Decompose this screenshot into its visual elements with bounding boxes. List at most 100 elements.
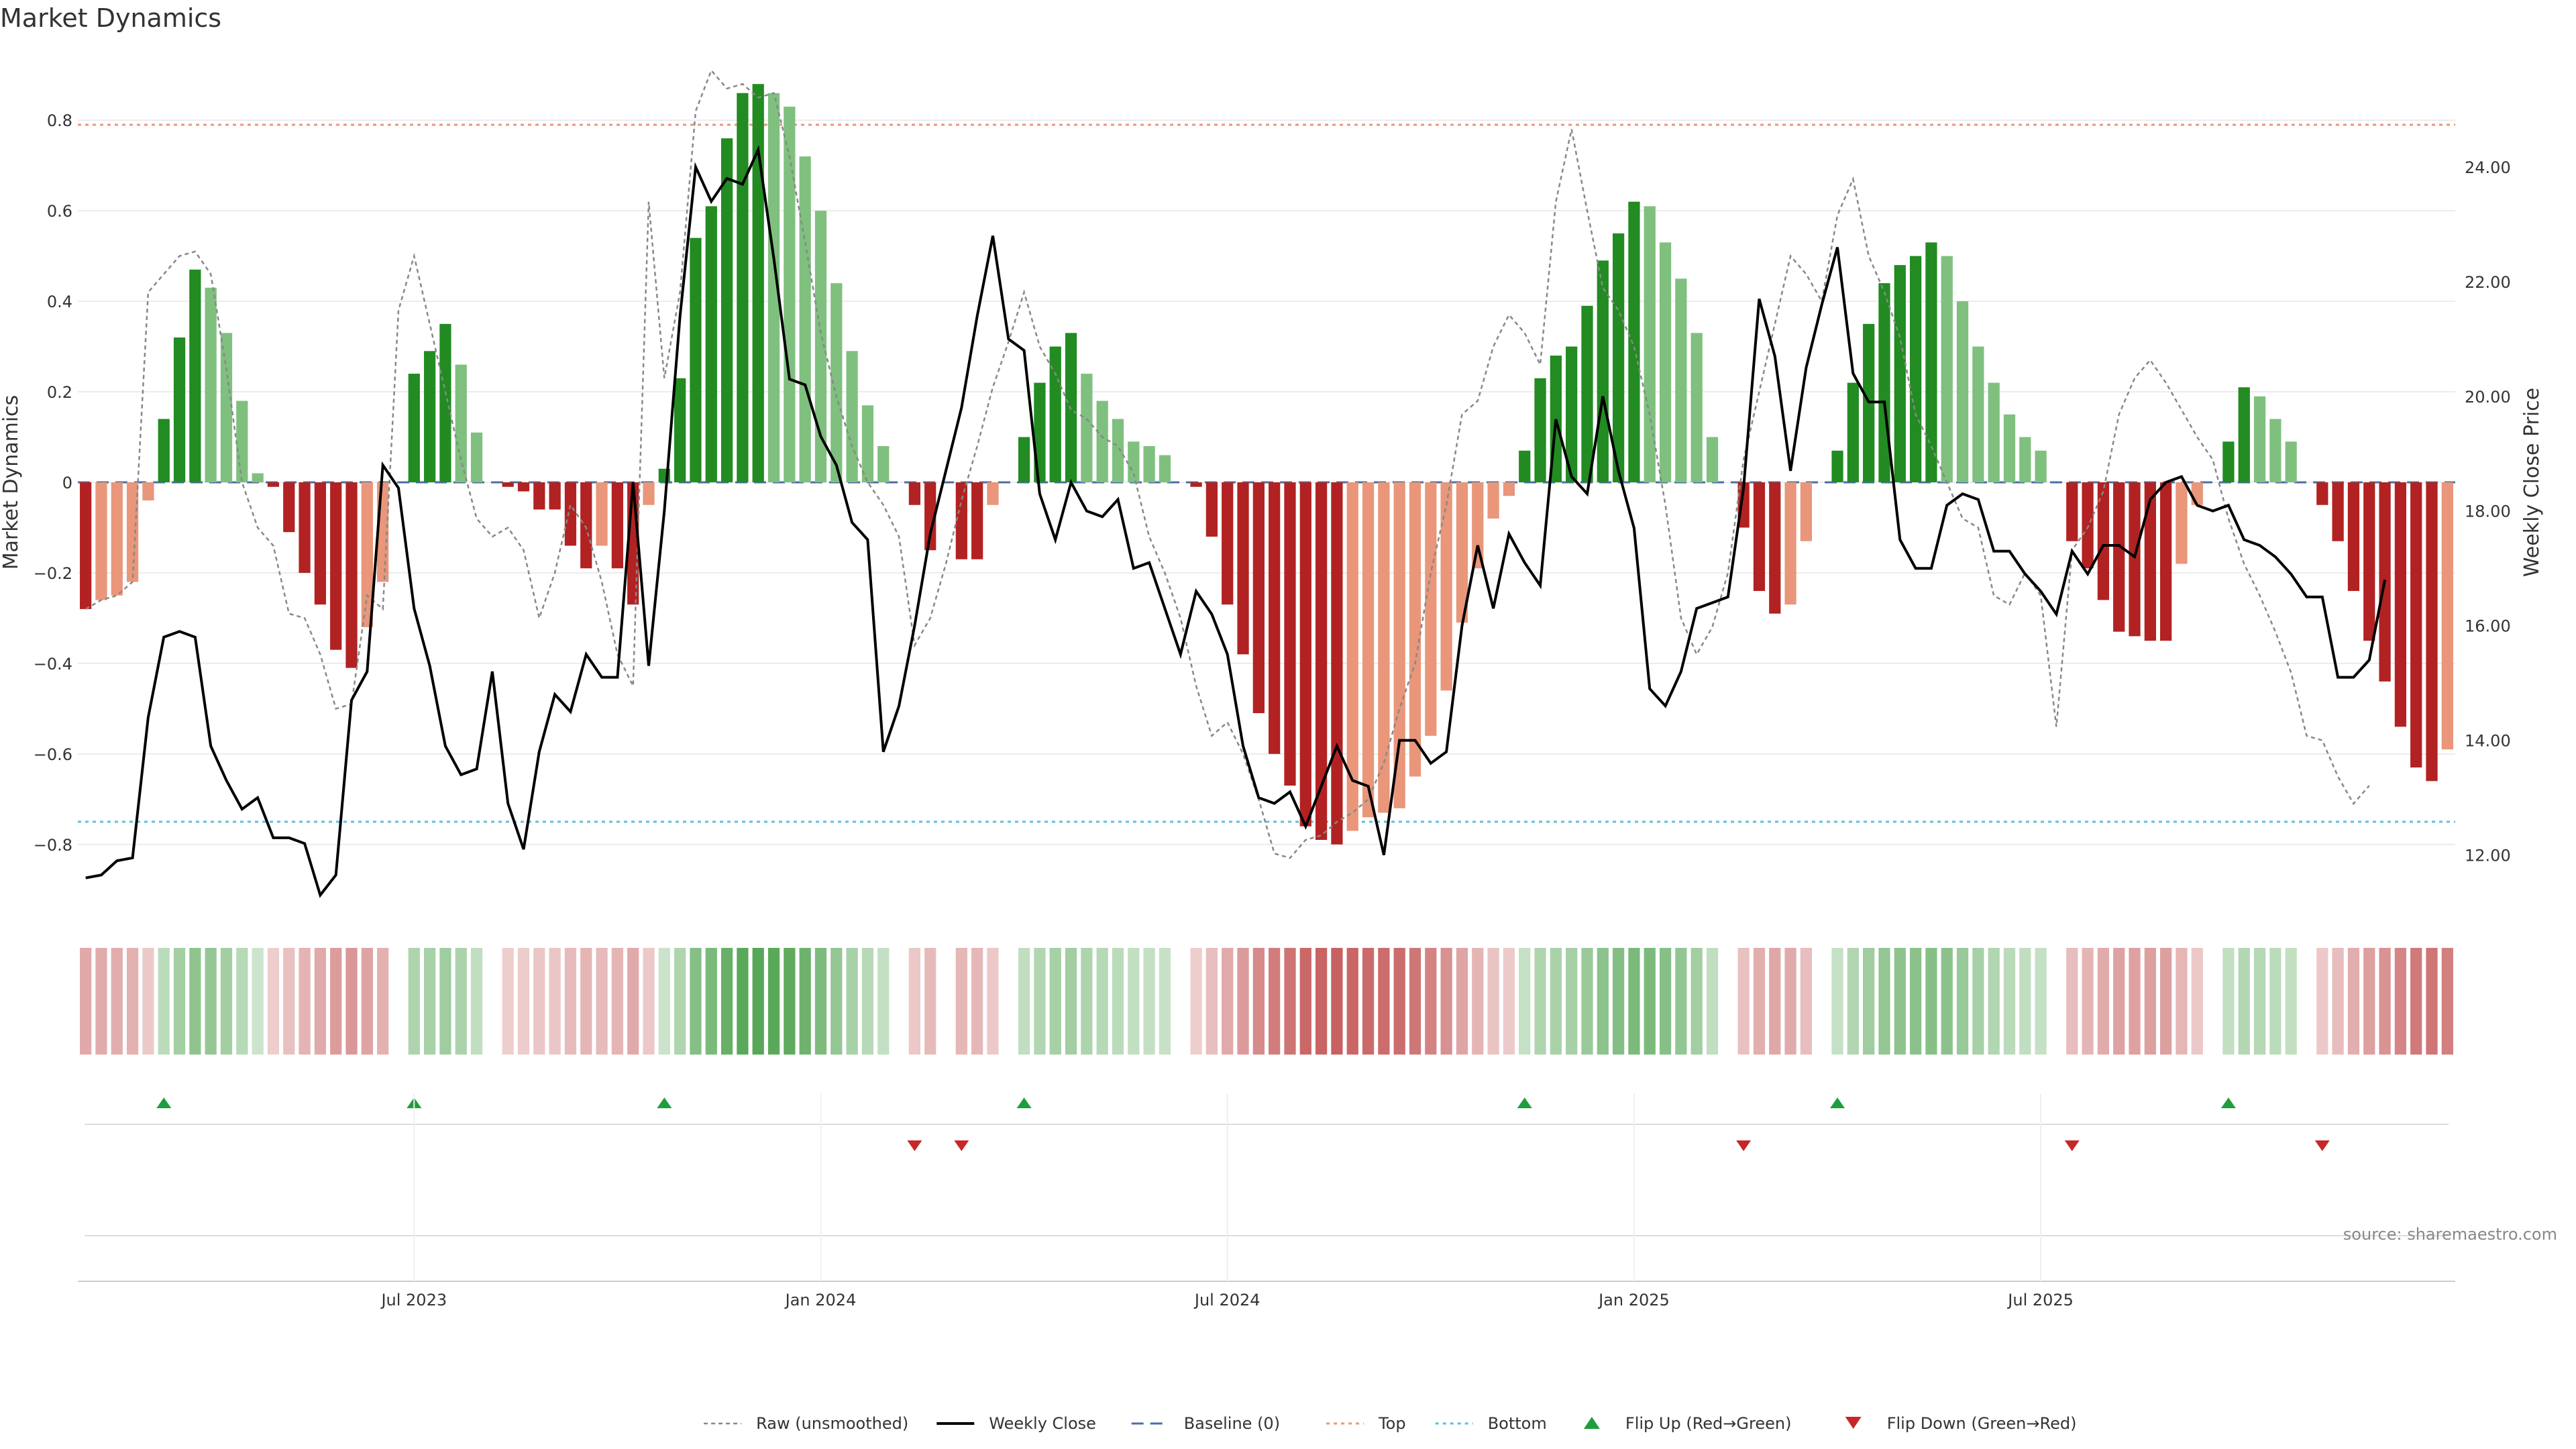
bar: [549, 482, 561, 510]
heat-cell: [189, 948, 201, 1055]
heat-cell: [1034, 948, 1046, 1055]
bar: [1269, 482, 1281, 754]
bar: [611, 482, 624, 569]
bar: [252, 473, 264, 482]
heat-cell: [1487, 948, 1499, 1055]
heat-cell: [1737, 948, 1750, 1055]
bar: [1612, 233, 1625, 482]
heat-cell: [1956, 948, 1969, 1055]
y-tick-label: 0.4: [47, 292, 72, 311]
flip-up-marker: [156, 1097, 172, 1108]
bar: [80, 482, 92, 609]
bar: [1690, 333, 1703, 482]
bar: [2129, 482, 2141, 637]
heat-cell: [1909, 948, 1922, 1055]
bar: [2363, 482, 2375, 641]
legend-label: Raw (unsmoothed): [756, 1414, 908, 1433]
heat-cell: [1456, 948, 1468, 1055]
heat-cell: [1472, 948, 1484, 1055]
chart-title: Market Dynamics: [0, 3, 221, 33]
bar: [2285, 441, 2297, 482]
y-axis-right: 12.00 14.00 16.00 18.00 20.00 22.00 24.00: [2465, 158, 2511, 865]
heat-cell: [2285, 948, 2297, 1055]
bar: [517, 482, 530, 492]
bar: [1362, 482, 1375, 818]
heat-cell: [1425, 948, 1437, 1055]
heat-cell: [267, 948, 280, 1055]
bar: [924, 482, 936, 551]
legend-item: Bottom: [1435, 1414, 1547, 1433]
bar: [955, 482, 967, 559]
heat-cell: [111, 948, 123, 1055]
y-tick-label: −0.2: [34, 564, 72, 583]
bar: [2238, 387, 2250, 482]
heat-cell: [236, 948, 248, 1055]
heat-cell: [2129, 948, 2141, 1055]
y-tick-label: −0.4: [34, 655, 72, 674]
bar: [1222, 482, 1234, 605]
legend-label: Weekly Close: [989, 1414, 1096, 1433]
bar: [908, 482, 921, 505]
heat-cell: [1440, 948, 1452, 1055]
heat-cell: [2191, 948, 2203, 1055]
bar: [1597, 260, 1609, 482]
bar: [2160, 482, 2172, 641]
bar: [299, 482, 311, 573]
y-right-tick-label: 12.00: [2465, 847, 2511, 865]
heat-cell: [1362, 948, 1375, 1055]
heat-cell: [1284, 948, 1296, 1055]
heat-cell: [1863, 948, 1875, 1055]
x-tick-label: Jan 2024: [784, 1291, 857, 1309]
legend-label: Top: [1378, 1414, 1406, 1433]
bar: [1894, 265, 1906, 482]
bar: [189, 269, 201, 482]
bar: [2082, 482, 2094, 569]
heat-cell: [627, 948, 639, 1055]
bar: [2035, 450, 2047, 482]
bar: [439, 323, 451, 482]
bar: [2316, 482, 2328, 505]
heat-cell: [2082, 948, 2094, 1055]
heat-cell: [830, 948, 843, 1055]
heat-cell: [955, 948, 967, 1055]
bar: [1018, 437, 1030, 482]
bar: [1143, 446, 1155, 482]
heat-cell: [2332, 948, 2344, 1055]
bar: [1472, 482, 1484, 569]
heat-cell: [95, 948, 107, 1055]
bar: [1237, 482, 1249, 655]
heat-cell: [2394, 948, 2407, 1055]
heat-cell: [1941, 948, 1953, 1055]
heat-cell: [252, 948, 264, 1055]
heat-cell: [80, 948, 92, 1055]
heat-cell: [1143, 948, 1155, 1055]
heat-cell: [1644, 948, 1656, 1055]
heat-cell: [1299, 948, 1311, 1055]
heat-cell: [2176, 948, 2188, 1055]
legend-item: Baseline (0): [1131, 1414, 1280, 1433]
heat-cell: [1784, 948, 1796, 1055]
heat-cell: [1190, 948, 1202, 1055]
y-right-tick-label: 14.00: [2465, 732, 2511, 751]
y-right-tick-label: 20.00: [2465, 388, 2511, 407]
bar: [2003, 414, 2016, 482]
bar: [1784, 482, 1796, 605]
heat-cell: [2222, 948, 2235, 1055]
flip-down-marker: [2314, 1140, 2330, 1151]
heat-cell: [2363, 948, 2375, 1055]
legend-item: Top: [1326, 1414, 1406, 1433]
flip-up-marker: [1517, 1097, 1532, 1108]
heat-cell: [1878, 948, 1890, 1055]
bar: [1299, 482, 1311, 826]
heat-cell: [533, 948, 545, 1055]
bar: [2332, 482, 2344, 541]
bar: [2347, 482, 2360, 591]
bar: [345, 482, 358, 668]
heat-cell: [126, 948, 139, 1055]
bar: [95, 482, 107, 600]
heat-cell: [1690, 948, 1703, 1055]
heat-cell: [1597, 948, 1609, 1055]
y-tick-label: 0: [62, 474, 72, 492]
bar: [2269, 419, 2282, 482]
legend-item: Weekly Close: [936, 1414, 1096, 1433]
